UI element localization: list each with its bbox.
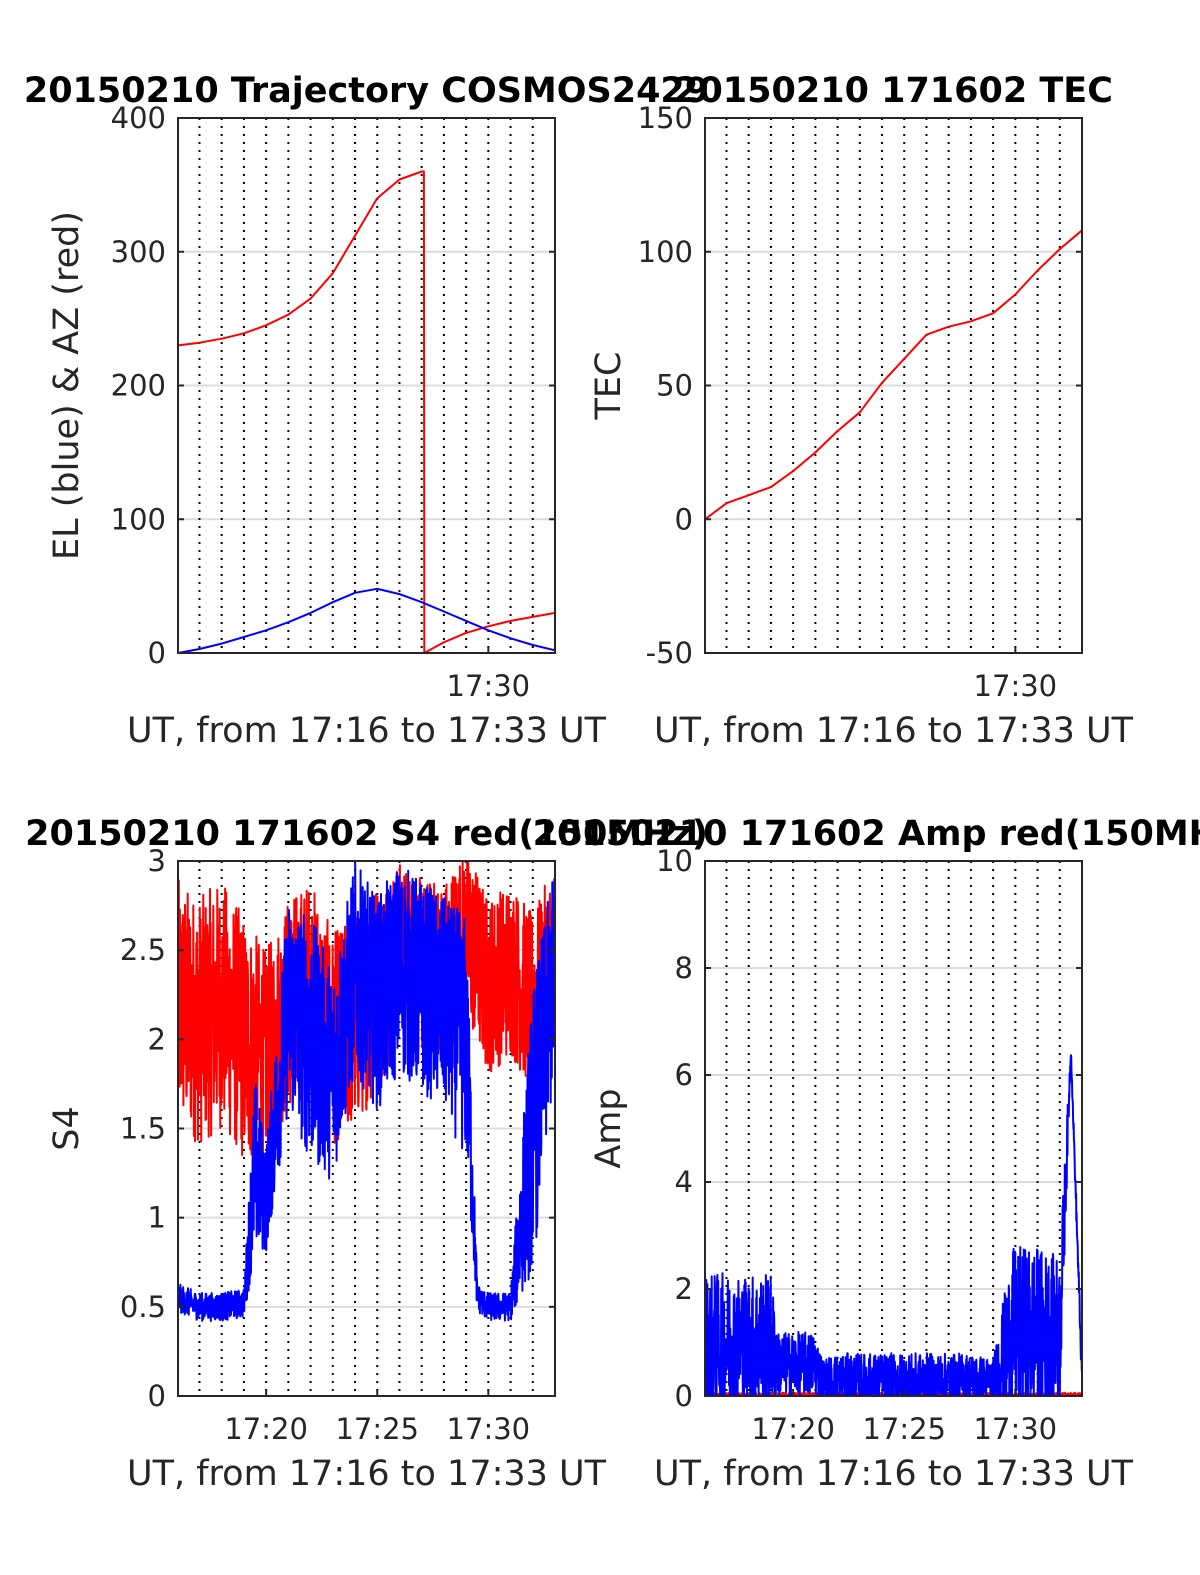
x-tick-label: 17:30 [447, 669, 531, 703]
chart-title: 20150210 171602 S4 red(150MHz) [25, 814, 708, 854]
series-line-1 [177, 170, 556, 654]
x-tick-label: 17:20 [751, 1412, 835, 1446]
y-axis-label: Amp [589, 1088, 629, 1168]
y-tick-label: 2.5 [120, 933, 166, 967]
y-axis-label: EL (blue) & AZ (red) [47, 211, 87, 560]
y-tick-label: 2 [148, 1022, 166, 1056]
panel-3: 0 0.5 1 1.5 2 2.5 3 17:20 17:25 17:30 UT, from 17:… [25, 814, 708, 1494]
x-tick-label: 17:30 [974, 1412, 1058, 1446]
chart-title: 20150210 171602 Amp red(150MHz) [533, 814, 1200, 854]
panel-2: -50 0 50 100 150 17:30 UT, from 17:16 to 17:33… [589, 71, 1134, 751]
x-tick-label: 17:20 [224, 1412, 308, 1446]
x-tick-label: 17:30 [447, 1412, 531, 1446]
x-tick-label: 17:25 [862, 1412, 946, 1446]
x-axis-label: UT, from 17:16 to 17:33 UT [654, 1454, 1134, 1494]
y-tick-label: 1.5 [120, 1112, 166, 1146]
series-line-1 [704, 229, 1083, 521]
y-tick-label: 150 [638, 101, 693, 135]
y-tick-label: 50 [656, 369, 693, 403]
series-line-1 [177, 860, 556, 1165]
axes-frame [704, 860, 1083, 1397]
x-axis-label: UT, from 17:16 to 17:33 UT [654, 711, 1134, 751]
y-tick-label: 4 [675, 1165, 693, 1199]
panel-4: 0 2 4 6 8 10 17:20 17:25 17:30 UT, from 17:16 to … [533, 814, 1200, 1494]
y-tick-label: 10 [656, 844, 693, 878]
y-tick-label: 8 [675, 951, 693, 985]
chart-title: 20150210 171602 TEC [674, 71, 1113, 111]
y-axis-label: S4 [47, 1106, 87, 1151]
x-tick-label: 17:25 [335, 1412, 419, 1446]
y-tick-label: 0 [148, 636, 166, 670]
y-tick-label: 0 [675, 502, 693, 536]
y-tick-label: 300 [111, 235, 166, 269]
y-tick-label: 6 [675, 1058, 693, 1092]
series-line-2 [177, 862, 556, 1322]
y-tick-label: 1 [148, 1201, 166, 1235]
y-tick-label: 100 [111, 502, 166, 536]
y-tick-label: 100 [638, 235, 693, 269]
y-tick-label: 400 [111, 101, 166, 135]
y-tick-label: -50 [646, 636, 693, 670]
chart-title: 20150210 Trajectory COSMOS2429 [24, 71, 709, 111]
y-tick-label: 2 [675, 1272, 693, 1306]
y-axis-label: TEC [589, 352, 629, 421]
y-tick-label: 200 [111, 369, 166, 403]
y-tick-label: 3 [148, 844, 166, 878]
panel-1: 0 100 200 300 400 17:30 UT, from 17:16 to 17:3… [24, 71, 709, 751]
x-tick-label: 17:30 [974, 669, 1058, 703]
y-tick-label: 0 [148, 1379, 166, 1413]
y-tick-label: 0.5 [120, 1290, 166, 1324]
series-line-2 [177, 587, 556, 654]
x-axis-label: UT, from 17:16 to 17:33 UT [127, 1454, 607, 1494]
x-axis-label: UT, from 17:16 to 17:33 UT [127, 711, 607, 751]
series-line-2 [704, 1054, 1083, 1397]
y-tick-label: 0 [675, 1379, 693, 1413]
